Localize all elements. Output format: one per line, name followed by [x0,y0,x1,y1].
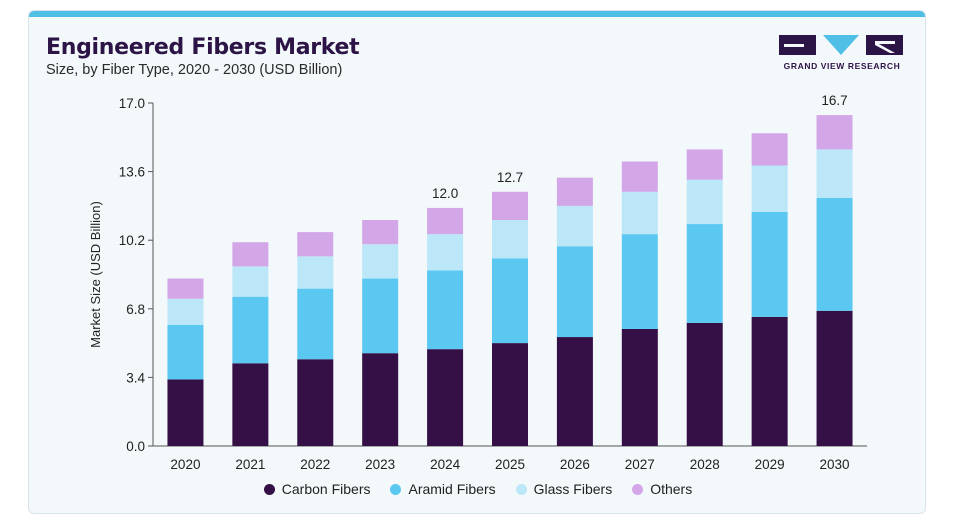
bar-segment-glass-fibers [167,298,204,325]
bar-segment-aramid-fibers [232,296,269,364]
bar-segment-aramid-fibers [297,288,334,360]
x-tick-label: 2024 [430,457,461,472]
chart-card: Engineered Fibers Market Size, by Fiber … [28,10,926,514]
bar-segment-carbon-fibers [751,316,788,446]
bar-segment-glass-fibers [232,266,269,297]
y-tick-label: 17.0 [119,96,145,111]
bar-segment-others [427,207,464,235]
bar-segment-others [232,242,269,267]
x-tick-label: 2029 [755,457,785,472]
bar-segment-glass-fibers [686,179,723,225]
legend-dot [515,483,527,495]
x-tick-label: 2030 [820,457,850,472]
data-label: 12.0 [432,186,458,201]
x-tick-label: 2026 [560,457,590,472]
x-tick-label: 2025 [495,457,525,472]
bar-segment-glass-fibers [751,165,788,212]
bar-segment-carbon-fibers [686,322,723,446]
bar-segment-aramid-fibers [621,234,658,329]
x-tick-label: 2028 [690,457,720,472]
bar-segment-aramid-fibers [492,258,528,344]
bar-segment-others [816,115,853,150]
bar-segment-glass-fibers [621,191,658,235]
logo-text: GRAND VIEW RESEARCH [783,61,901,71]
bar-segment-others [556,177,593,206]
chart-legend: Carbon Fibers Aramid Fibers Glass Fibers Ot… [29,481,925,497]
data-label: 16.7 [821,93,847,108]
bar-segment-glass-fibers [816,149,853,198]
bar-segment-carbon-fibers [427,349,464,446]
bar-segment-others [621,161,658,192]
y-tick-label: 13.6 [119,165,145,180]
legend-item: Aramid Fibers [390,481,496,497]
x-tick-label: 2027 [625,457,655,472]
bar-segment-carbon-fibers [297,359,334,446]
bar-segment-carbon-fibers [232,363,269,446]
bar-segment-glass-fibers [297,256,334,289]
accent-bar [29,11,925,17]
bar-segment-carbon-fibers [556,337,593,446]
legend-item: Others [632,481,692,497]
chart-subtitle: Size, by Fiber Type, 2020 - 2030 (USD Bi… [46,62,343,78]
x-tick-label: 2023 [365,457,395,472]
bar-segment-aramid-fibers [167,324,204,380]
legend-item: Glass Fibers [515,481,613,497]
bar-segment-aramid-fibers [556,246,593,338]
bar-segment-carbon-fibers [492,343,528,446]
bar-segment-aramid-fibers [427,270,464,350]
bar-segment-others [167,278,204,299]
bar-segment-others [362,220,399,245]
y-tick-label: 3.4 [126,370,145,385]
bar-segment-glass-fibers [427,234,464,271]
bar-segment-aramid-fibers [686,224,723,323]
stacked-bar-chart: 17.0 13.6 10.2 6.8 3.4 0.0 Market Size (USD Bi… [88,93,867,472]
legend-label: Glass Fibers [533,481,613,497]
legend-dot [632,483,644,495]
legend-dot [263,483,275,495]
legend-label: Aramid Fibers [408,481,496,497]
bar-segment-carbon-fibers [362,353,399,446]
legend-item: Carbon Fibers [263,481,371,497]
bar-segment-aramid-fibers [362,278,399,354]
bar-segment-glass-fibers [556,205,593,247]
bar-segment-aramid-fibers [816,197,853,311]
x-tick-label: 2020 [170,457,200,472]
bar-segment-glass-fibers [362,244,399,279]
bar-segment-carbon-fibers [816,310,853,446]
bar-segment-others [751,133,788,166]
y-axis-label: Market Size (USD Billion) [88,201,103,348]
y-tick-label: 6.8 [126,302,145,317]
bar-segment-aramid-fibers [751,211,788,317]
data-label: 12.7 [497,170,523,185]
x-tick-label: 2021 [235,457,265,472]
bar-segment-carbon-fibers [167,379,204,446]
y-tick-label: 0.0 [126,439,145,454]
bar-segment-carbon-fibers [621,328,658,446]
legend-label: Others [650,481,693,497]
chart-title: Engineered Fibers Market [46,35,360,60]
bar-segment-glass-fibers [492,220,528,259]
legend-dot [390,483,402,495]
legend-label: Carbon Fibers [281,481,371,497]
bar-segment-others [686,149,723,180]
gvr-logo-icon [779,35,903,55]
bar-segment-others [492,191,528,221]
y-tick-label: 10.2 [119,233,145,248]
bar-segment-others [297,232,334,257]
x-tick-label: 2022 [300,457,330,472]
